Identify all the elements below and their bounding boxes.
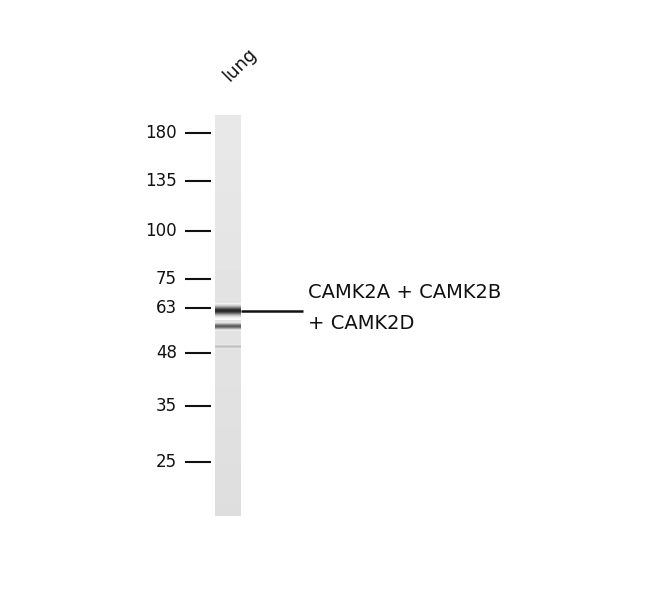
Text: 25: 25 [156,453,177,471]
Text: 180: 180 [146,124,177,143]
Text: 35: 35 [156,397,177,415]
Text: 48: 48 [156,344,177,362]
Text: + CAMK2D: + CAMK2D [308,314,414,333]
Text: 75: 75 [156,270,177,288]
Text: 63: 63 [156,299,177,317]
Text: lung: lung [220,45,260,85]
Text: 135: 135 [145,172,177,190]
Text: 100: 100 [146,222,177,240]
Text: CAMK2A + CAMK2B: CAMK2A + CAMK2B [308,283,501,302]
